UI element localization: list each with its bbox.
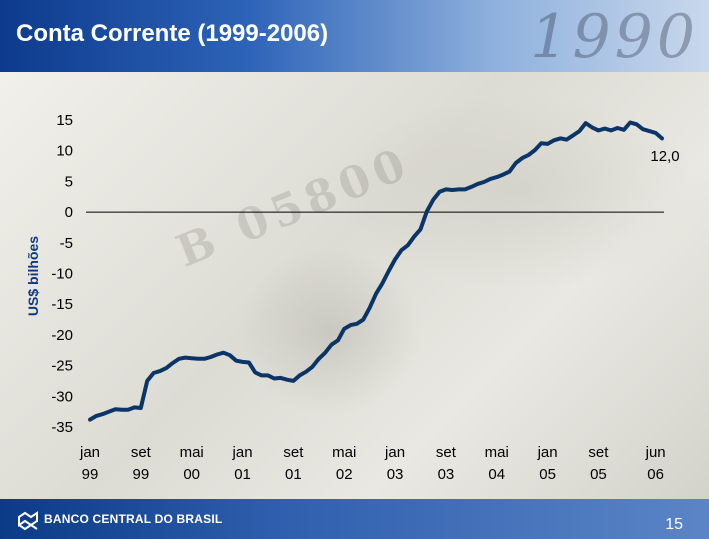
- x-tick-label-top: set: [131, 444, 152, 461]
- y-axis-label: US$ bilhões: [25, 236, 41, 316]
- x-tick-label-top: mai: [485, 444, 509, 461]
- page-title: Conta Corrente (1999-2006): [16, 20, 329, 47]
- x-tick-label-bottom: 04: [488, 466, 505, 483]
- y-tick-label: -20: [51, 327, 73, 344]
- x-tick-label-top: jan: [384, 444, 405, 461]
- x-tick-label-bottom: 03: [438, 466, 455, 483]
- x-axis-ticks: jan 99 set 99 mai 00 jan 01 set 01 mai 02 jan 03 set 03…: [79, 444, 666, 483]
- y-axis-ticks: 15 10 5 0 -5 -10 -15 -20 -25 -30 -35: [51, 112, 73, 436]
- y-tick-label: -35: [51, 419, 73, 436]
- brand-name: BANCO CENTRAL DO BRASIL: [44, 512, 223, 526]
- banknote-background: B 05800: [0, 72, 709, 499]
- bcb-logo-icon: [18, 511, 38, 531]
- x-tick-label-top: set: [436, 444, 457, 461]
- y-tick-label: 10: [56, 143, 73, 160]
- x-tick-label-top: jan: [537, 444, 558, 461]
- x-tick-label-top: set: [283, 444, 304, 461]
- x-tick-label-bottom: 03: [387, 466, 404, 483]
- x-tick-label-top: jan: [232, 444, 253, 461]
- x-tick-label-top: mai: [180, 444, 204, 461]
- end-value-label: 12,0: [650, 148, 679, 165]
- y-tick-label: -25: [51, 358, 73, 375]
- banner-watermark: 1990: [530, 2, 699, 72]
- x-tick-label-bottom: 06: [647, 466, 664, 483]
- y-tick-label: 15: [56, 112, 73, 129]
- x-tick-label-bottom: 01: [285, 466, 302, 483]
- x-tick-label-top: jun: [645, 444, 666, 461]
- x-tick-label-bottom: 01: [234, 466, 251, 483]
- x-tick-label-bottom: 05: [590, 466, 607, 483]
- x-tick-label-bottom: 99: [82, 466, 99, 483]
- y-tick-label: 0: [65, 204, 73, 221]
- x-tick-label-bottom: 05: [539, 466, 556, 483]
- y-tick-label: -30: [51, 388, 73, 405]
- x-tick-label-top: set: [588, 444, 609, 461]
- header-banner: 1990: [0, 0, 709, 72]
- x-tick-label-bottom: 99: [133, 466, 150, 483]
- y-tick-label: 5: [65, 173, 73, 190]
- x-tick-label-top: mai: [332, 444, 356, 461]
- y-tick-label: -15: [51, 296, 73, 313]
- x-tick-label-bottom: 02: [336, 466, 353, 483]
- y-tick-label: -5: [60, 235, 73, 252]
- page-number: 15: [665, 516, 683, 533]
- x-tick-label-bottom: 00: [183, 466, 200, 483]
- y-tick-label: -10: [51, 266, 73, 283]
- x-tick-label-top: jan: [79, 444, 100, 461]
- footer-bar: [0, 499, 709, 539]
- series-line-current-account: [88, 120, 664, 422]
